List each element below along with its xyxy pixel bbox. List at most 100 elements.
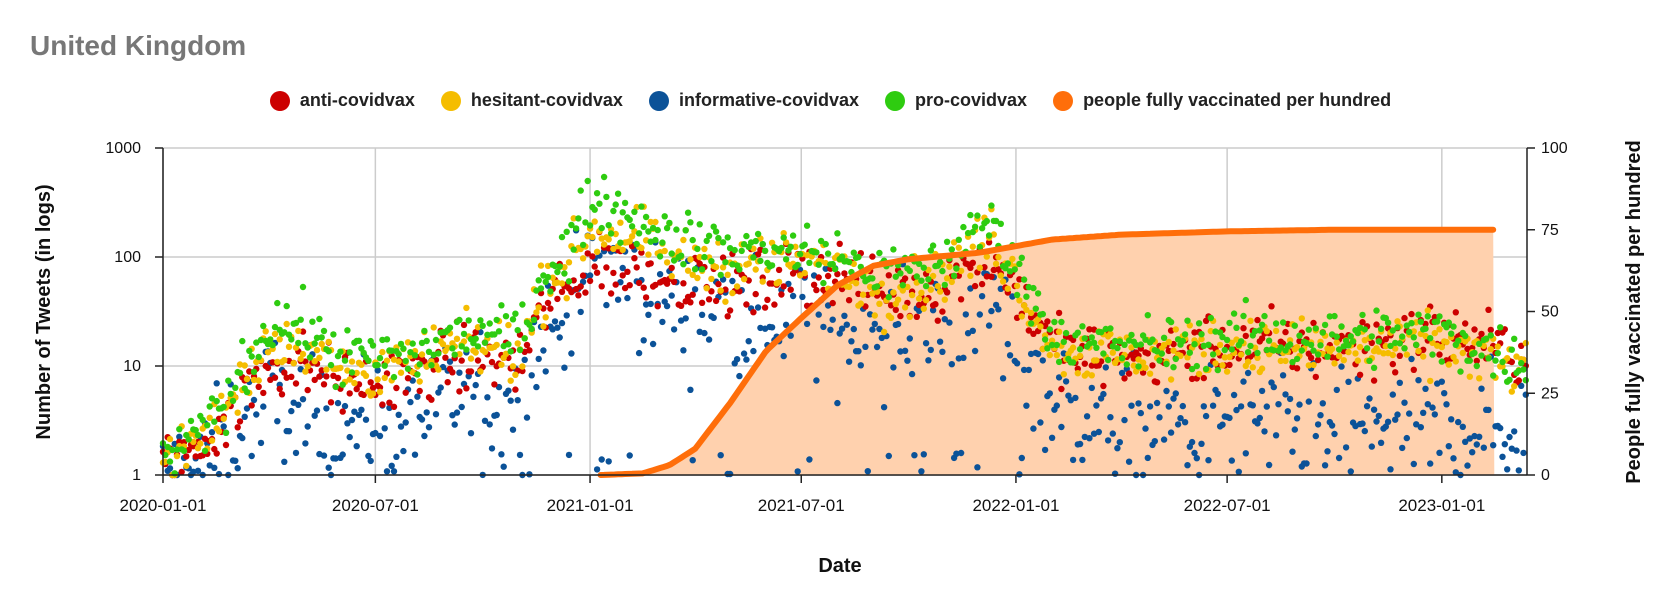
- point-pro-covidvax: [850, 249, 857, 256]
- point-pro-covidvax: [409, 340, 416, 347]
- point-informative-covidvax: [645, 311, 652, 318]
- point-anti-covidvax: [633, 264, 640, 271]
- point-pro-covidvax: [1501, 368, 1509, 375]
- point-hesitant-covidvax: [668, 273, 675, 280]
- point-pro-covidvax: [976, 243, 983, 251]
- point-informative-covidvax: [1135, 400, 1142, 407]
- point-hesitant-covidvax: [351, 379, 358, 387]
- point-pro-covidvax: [1107, 325, 1114, 332]
- point-pro-covidvax: [458, 343, 465, 350]
- legend-item-informative[interactable]: informative-covidvax: [648, 90, 859, 111]
- legend-item-anti[interactable]: anti-covidvax: [269, 90, 415, 111]
- point-pro-covidvax: [663, 224, 671, 232]
- point-informative-covidvax: [855, 348, 862, 355]
- point-pro-covidvax: [960, 223, 967, 231]
- point-pro-covidvax: [563, 228, 570, 235]
- point-hesitant-covidvax: [498, 361, 505, 368]
- point-pro-covidvax: [1450, 323, 1457, 330]
- point-pro-covidvax: [332, 383, 339, 391]
- point-informative-covidvax: [670, 326, 678, 333]
- point-pro-covidvax: [346, 349, 353, 356]
- point-hesitant-covidvax: [1170, 347, 1177, 354]
- point-anti-covidvax: [1058, 385, 1065, 393]
- point-informative-covidvax: [740, 350, 748, 357]
- point-informative-covidvax: [995, 306, 1002, 313]
- point-pro-covidvax: [325, 348, 332, 355]
- point-informative-covidvax: [1377, 439, 1385, 446]
- point-informative-covidvax: [325, 464, 332, 471]
- legend-item-pro[interactable]: pro-covidvax: [885, 90, 1027, 111]
- point-anti-covidvax: [598, 283, 605, 290]
- legend-label-pro: pro-covidvax: [915, 90, 1028, 110]
- point-anti-covidvax: [612, 281, 619, 288]
- point-anti-covidvax: [696, 260, 703, 267]
- point-pro-covidvax: [1345, 342, 1352, 349]
- point-pro-covidvax: [1473, 362, 1481, 370]
- point-pro-covidvax: [1074, 329, 1082, 336]
- point-pro-covidvax: [1427, 335, 1434, 342]
- point-informative-covidvax: [1079, 456, 1086, 464]
- point-pro-covidvax: [236, 369, 244, 377]
- point-informative-covidvax: [1333, 386, 1341, 394]
- point-hesitant-covidvax: [215, 428, 223, 435]
- point-informative-covidvax: [1413, 421, 1420, 428]
- point-pro-covidvax: [1347, 333, 1355, 340]
- point-informative-covidvax: [857, 362, 864, 369]
- point-pro-covidvax: [1394, 324, 1401, 331]
- point-pro-covidvax: [1086, 340, 1093, 347]
- point-anti-covidvax: [810, 281, 818, 288]
- point-informative-covidvax: [1020, 366, 1028, 374]
- point-hesitant-covidvax: [999, 278, 1007, 285]
- point-anti-covidvax: [780, 283, 787, 290]
- point-hesitant-covidvax: [1009, 255, 1016, 263]
- point-informative-covidvax: [421, 432, 428, 440]
- point-pro-covidvax: [941, 281, 948, 289]
- point-anti-covidvax: [626, 282, 633, 289]
- point-hesitant-covidvax: [780, 230, 787, 237]
- point-pro-covidvax: [640, 223, 647, 231]
- point-pro-covidvax: [1263, 346, 1271, 354]
- point-informative-covidvax: [243, 405, 251, 412]
- point-hesitant-covidvax: [1328, 345, 1336, 353]
- point-pro-covidvax: [918, 277, 925, 284]
- point-hesitant-covidvax: [395, 358, 402, 365]
- point-pro-covidvax: [670, 257, 678, 264]
- point-informative-covidvax: [953, 450, 960, 457]
- point-pro-covidvax: [801, 241, 808, 248]
- point-pro-covidvax: [703, 237, 710, 245]
- point-informative-covidvax: [1459, 423, 1467, 430]
- point-informative-covidvax: [593, 466, 601, 473]
- point-anti-covidvax: [647, 260, 654, 267]
- point-hesitant-covidvax: [775, 278, 783, 286]
- point-hesitant-covidvax: [1249, 364, 1257, 371]
- point-hesitant-covidvax: [995, 253, 1002, 261]
- point-pro-covidvax: [337, 348, 344, 355]
- point-anti-covidvax: [1359, 319, 1366, 326]
- point-anti-covidvax: [1368, 339, 1376, 347]
- point-pro-covidvax: [507, 348, 514, 355]
- point-hesitant-covidvax: [311, 358, 318, 365]
- legend-item-vaccinated[interactable]: people fully vaccinated per hundred: [1053, 90, 1391, 111]
- point-pro-covidvax: [309, 318, 316, 325]
- point-pro-covidvax: [292, 319, 300, 327]
- point-pro-covidvax: [598, 224, 605, 232]
- point-hesitant-covidvax: [1476, 375, 1483, 382]
- point-anti-covidvax: [1392, 369, 1399, 376]
- point-hesitant-covidvax: [948, 278, 955, 286]
- point-hesitant-covidvax: [323, 366, 330, 373]
- point-pro-covidvax: [1293, 355, 1301, 363]
- point-informative-covidvax: [556, 334, 563, 341]
- y-right-tick-label: 50: [1541, 304, 1559, 321]
- point-pro-covidvax: [829, 260, 836, 268]
- point-anti-covidvax: [299, 328, 307, 335]
- point-anti-covidvax: [1312, 373, 1320, 381]
- point-pro-covidvax: [472, 335, 479, 342]
- point-informative-covidvax: [451, 421, 458, 428]
- point-pro-covidvax: [680, 261, 687, 268]
- point-hesitant-covidvax: [1053, 351, 1061, 359]
- point-hesitant-covidvax: [859, 291, 867, 298]
- legend-item-hesitant[interactable]: hesitant-covidvax: [440, 90, 623, 111]
- point-hesitant-covidvax: [1228, 339, 1236, 346]
- point-hesitant-covidvax: [1382, 342, 1390, 350]
- point-informative-covidvax: [194, 467, 202, 474]
